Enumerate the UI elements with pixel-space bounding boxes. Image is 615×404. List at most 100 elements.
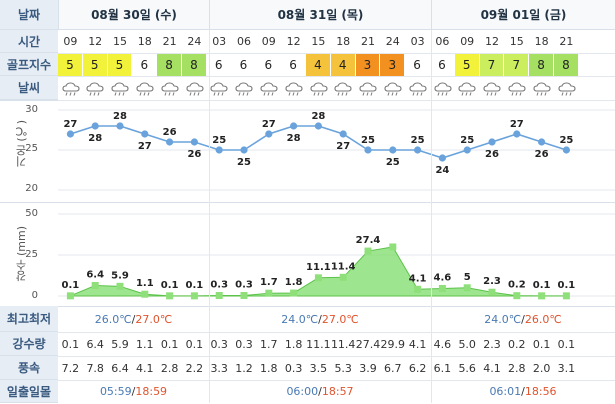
temperature-point [463,146,471,154]
golf-index-cell: 6 [405,53,430,76]
temperature-value-label: 26 [485,149,499,160]
wind-speed-cell: 3.1 [557,361,576,375]
precipitation-value-label: 0.1 [62,280,80,291]
precipitation-cell: 11.4 [330,337,356,351]
temperature-value-label: 24 [435,165,449,176]
golf-index-cell: 5 [58,53,83,76]
precipitation-value-label: 1.1 [136,278,154,289]
wind-speed-cell: 7.8 [86,361,104,375]
min-temp-day-3: 24.0℃ [484,312,522,326]
hour-cell: 15 [311,35,326,48]
sun-separator: / [521,385,525,398]
hour-cell: 18 [336,35,351,48]
golf-index-cell: 5 [82,53,108,76]
precipitation-cell: 27.4 [355,337,381,351]
wind-speed-cell: 6.1 [433,361,452,375]
golf-index-cell: 6 [132,53,158,76]
precipitation-cell: 1.8 [284,337,303,351]
day-divider [431,30,432,403]
precipitation-point [414,285,422,293]
wind-speed-cell: 2.8 [160,361,179,375]
precipitation-point [513,292,521,300]
rain-cloud-icon [554,77,579,100]
rain-cloud-icon [356,77,381,100]
rain-cloud-icon [529,77,554,100]
hour-cell: 24 [187,35,202,48]
rain-cloud-icon [157,77,182,100]
precipitation-value-label: 0.2 [508,280,526,291]
sunrise-day-3: 06:01 [489,385,522,398]
precipitation-cell: 0.1 [557,337,576,351]
precipitation-point [166,292,174,300]
wind-speed-cell: 4.1 [483,361,501,375]
temperature-point [141,130,149,138]
precipitation-value-label: 0.1 [161,280,179,291]
precipitation-value-label: 6.4 [86,270,104,281]
precipitation-point [389,243,397,251]
rain-tick-25: 25 [25,249,38,260]
hour-cell: 21 [559,35,574,48]
sun-separator: / [318,385,322,398]
temperature-point [339,130,347,138]
temperature-point [240,146,248,154]
minmax-separator: / [318,312,322,326]
temperature-point [265,130,273,138]
hour-cell: 15 [112,35,127,48]
precipitation-cell: 5.0 [458,337,476,351]
date-header: 날짜 [0,0,58,30]
precipitation-value-label: 1.8 [285,277,303,288]
golf-index-cell: 8 [554,53,579,76]
precipitation-area [69,246,567,297]
wind-speed-cell: 2.8 [508,361,526,375]
precipitation-value-label: 11.1 [306,262,331,273]
rain-cloud-icon [331,77,356,100]
rain-cloud-icon [58,77,83,100]
hour-cell: 18 [534,35,549,48]
hour-cell: 06 [435,35,450,48]
sun-day-3: 06:01/18:56 [431,380,615,403]
precipitation-cell: 0.1 [160,337,179,351]
precipitation-point [141,290,149,298]
rain-cloud-icon [108,77,133,100]
wind-speed-cell: 2.0 [532,361,551,375]
precipitation-cell: 29.9 [380,337,406,351]
row-divider [58,356,615,357]
temperature-point [538,138,546,146]
temperature-value-label: 25 [361,135,375,146]
temperature-point [290,122,298,130]
hour-cell: 06 [236,35,251,48]
wind-speed-cell: 1.2 [235,361,253,375]
time-header: 시간 [0,30,58,53]
precipitation-value-label: 4.6 [434,272,452,283]
precipitation-cell: 2.3 [483,337,501,351]
golf-index-cell: 8 [182,53,207,76]
precipitation-point [116,282,124,290]
temp-tick-30: 30 [25,104,38,115]
temperature-value-label: 25 [460,135,474,146]
rain-cloud-icon [132,77,157,100]
rain-cloud-icon [480,77,505,100]
minmax-day-1: 26.0℃/27.0℃ [58,306,209,332]
precipitation-cell: 1.1 [136,337,154,351]
golf-index-cell: 6 [256,53,282,76]
precipitation-value-label: 0.3 [210,280,228,291]
wind-speed-cell: 3.5 [309,361,328,375]
golf-index-cell: 6 [206,53,232,76]
precipitation-point [488,288,496,296]
wind-speed-cell: 7.2 [61,361,80,375]
golf-index-cell: 4 [330,53,356,76]
precipitation-value-label: 5.9 [111,270,129,281]
max-temp-day-3: 26.0℃ [524,312,562,326]
golf-index-cell: 3 [355,53,381,76]
precipitation-point [66,292,74,300]
hour-cell: 18 [137,35,152,48]
rain-cloud-icon [380,77,405,100]
golf-index-cell: 7 [479,53,505,76]
row-divider [58,53,615,54]
sunset-day-1: 18:59 [135,385,168,398]
precipitation-cell: 0.1 [61,337,80,351]
rain-cloud-icon [405,77,430,100]
wind-speed-cell: 3.3 [210,361,228,375]
precip-header: 강수량 [0,332,58,356]
